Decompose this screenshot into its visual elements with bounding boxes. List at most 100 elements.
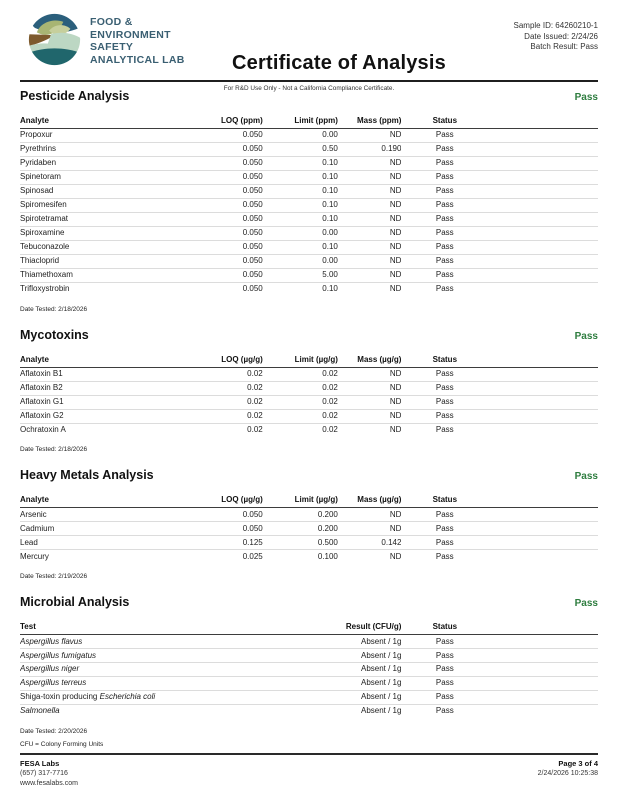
- table-cell: Pass: [435, 706, 454, 716]
- section-status-badge: Pass: [574, 92, 598, 103]
- table-cell: Pass: [435, 424, 454, 434]
- table-cell: 0.00: [262, 128, 338, 143]
- sample-id: Sample ID: 64260210-1: [513, 21, 599, 30]
- table-cell: Pass: [401, 367, 489, 382]
- footer-contact: FESA Labs (657) 317-7716 www.fesalabs.co…: [20, 759, 78, 788]
- table-cell: Pass: [401, 128, 489, 143]
- header-divider: [20, 80, 598, 82]
- date-issued: Date Issued: 2/24/26: [524, 31, 598, 41]
- page-footer: FESA Labs (657) 317-7716 www.fesalabs.co…: [20, 753, 598, 788]
- table-header-row: Test Result (CFU/g) Status: [20, 620, 598, 636]
- table-cell: Aflatoxin G1: [20, 395, 194, 410]
- column-header: Analyte: [20, 114, 194, 129]
- print-datetime: 2/24/2026 10:25:38: [537, 769, 598, 777]
- test-name-cell: Aspergillus terreus: [20, 676, 257, 692]
- table-row: Spinetoram 0.050 0.10 ND Pass: [20, 170, 598, 185]
- page-number: Page 3 of 4: [558, 759, 598, 768]
- table-cell: Pass: [401, 535, 489, 551]
- column-header: Mass (µg/g): [337, 352, 402, 368]
- table-row: Aspergillus terreus Absent / 1g Pass: [20, 676, 598, 692]
- date-tested-note: Date Tested: 2/20/2026: [20, 728, 88, 736]
- table-cell: 5.00: [262, 268, 338, 283]
- spacer-cell: [488, 676, 598, 692]
- table-cell: 0.050: [193, 212, 263, 227]
- table-cell: Pass: [435, 551, 454, 561]
- table-row: Aspergillus niger Absent / 1g Pass: [20, 662, 598, 678]
- test-name-cell: Salmonella: [20, 706, 60, 716]
- table-cell: 0.10: [262, 170, 338, 185]
- section-header: Pesticide Analysis Pass: [20, 89, 598, 103]
- table-row: Arsenic 0.050 0.200 ND Pass: [20, 507, 598, 523]
- table-cell: ND: [337, 367, 402, 382]
- table-cell: Absent / 1g: [256, 662, 402, 678]
- table-cell: 0.00: [262, 254, 338, 269]
- table-cell: 0.050: [193, 128, 263, 143]
- compliance-disclaimer: For R&D Use Only - Not a California Comp…: [223, 85, 395, 92]
- table-row: Spirotetramat 0.050 0.10 ND Pass: [20, 212, 598, 227]
- phone-number: (657) 317-7716: [20, 769, 68, 777]
- table-cell: Pass: [401, 198, 489, 213]
- spacer-cell: [488, 521, 598, 537]
- table-cell: Lead: [20, 535, 194, 551]
- section-title: Mycotoxins: [20, 327, 89, 342]
- table-row: Salmonella Absent / 1g Pass: [20, 705, 598, 718]
- table-cell: Absent / 1g: [256, 676, 402, 692]
- mycotoxins-table: Analyte LOQ (µg/g) Limit (µg/g) Mass (µg/g)…: [20, 352, 598, 437]
- table-cell: 0.02: [193, 381, 263, 396]
- table-row: Thiamethoxam 0.050 5.00 ND Pass: [20, 268, 598, 283]
- table-cell: 0.10: [262, 212, 338, 227]
- table-cell: 0.050: [193, 198, 263, 213]
- spacer-cell: [488, 423, 598, 436]
- spacer-cell: [488, 634, 598, 650]
- section-microbial-analysis: Microbial Analysis Pass Test Result (CFU/…: [20, 595, 598, 748]
- table-row: Tebuconazole 0.050 0.10 ND Pass: [20, 240, 598, 255]
- table-cell: 0.10: [322, 283, 338, 293]
- table-row: Aflatoxin G1 0.02 0.02 ND Pass: [20, 395, 598, 410]
- spacer-cell: [488, 226, 598, 241]
- table-cell: 0.050: [193, 142, 263, 157]
- table-row: Aspergillus flavus Absent / 1g Pass: [20, 634, 598, 650]
- table-cell: ND: [337, 170, 402, 185]
- table-cell: Pass: [401, 184, 489, 199]
- lab-logo-icon: [28, 13, 81, 66]
- table-cell: 0.050: [193, 170, 263, 185]
- column-header: Analyte: [20, 352, 194, 368]
- table-cell: 0.10: [262, 184, 338, 199]
- table-cell: 0.10: [262, 240, 338, 255]
- table-cell: Pass: [401, 662, 489, 678]
- table-row: Shiga-toxin producing Escherichia coli Ab…: [20, 690, 598, 706]
- spacer-column: [488, 352, 598, 368]
- table-cell: Pass: [401, 648, 489, 664]
- lab-name-line: ENVIRONMENT: [90, 28, 171, 41]
- section-heavy-metals: Heavy Metals Analysis Pass Analyte LOQ (µ…: [20, 468, 598, 580]
- spacer-cell: [488, 662, 598, 678]
- table-cell: 0.02: [247, 424, 263, 434]
- test-name-cell: Aspergillus niger: [20, 662, 257, 678]
- table-cell: Pass: [401, 409, 489, 424]
- spacer-cell: [488, 170, 598, 185]
- section-header: Mycotoxins Pass: [20, 328, 598, 342]
- batch-result: Batch Result: Pass: [530, 42, 598, 51]
- table-cell: ND: [337, 507, 402, 523]
- table-cell: Pass: [401, 634, 489, 650]
- test-name-cell: Shiga-toxin producing Escherichia coli: [20, 690, 257, 706]
- column-header: LOQ (ppm): [193, 114, 263, 129]
- column-header: Analyte: [20, 493, 194, 509]
- column-header: Mass (ppm): [337, 114, 402, 129]
- table-cell: 0.025: [242, 551, 263, 561]
- table-cell: Mercury: [20, 551, 49, 561]
- pesticide-table: Analyte LOQ (ppm) Limit (ppm) Mass (ppm) Sta…: [20, 114, 598, 296]
- table-row: Thiacloprid 0.050 0.00 ND Pass: [20, 254, 598, 269]
- table-cell: Spinetoram: [20, 170, 194, 185]
- table-cell: 0.142: [337, 535, 402, 551]
- spacer-cell: [488, 409, 598, 424]
- section-pesticide-analysis: Pesticide Analysis Pass Analyte LOQ (ppm)…: [20, 89, 598, 313]
- table-cell: Pass: [401, 521, 489, 537]
- table-row: Lead 0.125 0.500 0.142 Pass: [20, 535, 598, 551]
- lab-name-line: FOOD &: [90, 16, 133, 28]
- spacer-cell: [488, 198, 598, 213]
- table-cell: 0.02: [262, 409, 338, 424]
- table-cell: 0.02: [262, 381, 338, 396]
- test-name-cell: Aspergillus flavus: [20, 634, 257, 650]
- table-cell: Pass: [401, 142, 489, 157]
